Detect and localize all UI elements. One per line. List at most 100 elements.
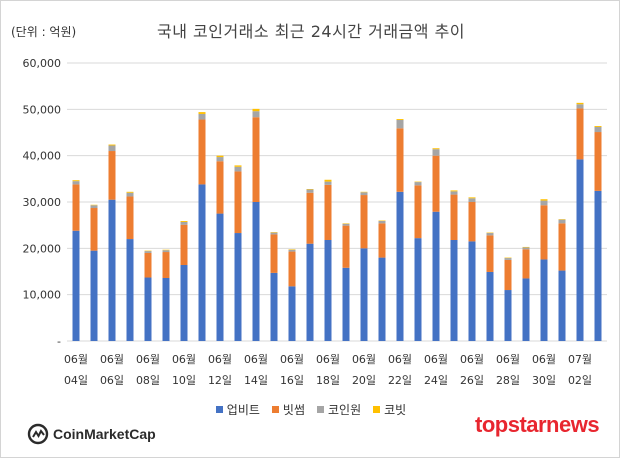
bar-segment bbox=[72, 184, 80, 231]
bar-segment bbox=[144, 252, 152, 278]
bar-segment bbox=[108, 199, 116, 341]
x-tick-label-day: 20일 bbox=[352, 373, 376, 387]
bar-segment bbox=[216, 157, 224, 162]
bar-segment bbox=[72, 180, 80, 182]
y-tick-label: 50,000 bbox=[23, 103, 62, 116]
chart-legend: 업비트 빗썸 코인원 코빗 bbox=[1, 401, 620, 418]
bar-segment bbox=[72, 230, 80, 341]
bar-segment bbox=[162, 277, 170, 341]
bar-segment bbox=[594, 190, 602, 341]
x-tick-label-day: 02일 bbox=[568, 373, 592, 387]
legend-swatch bbox=[271, 406, 279, 413]
bar-segment bbox=[450, 190, 458, 192]
x-tick-label-day: 24일 bbox=[424, 373, 448, 387]
bar-segment bbox=[126, 191, 134, 193]
bar-segment bbox=[180, 224, 188, 266]
bar-segment bbox=[576, 104, 584, 109]
bar-segment bbox=[198, 113, 206, 120]
bar-segment bbox=[486, 271, 494, 341]
legend-item: 코빗 bbox=[373, 401, 406, 418]
bar-segment bbox=[324, 184, 332, 240]
bar-segment bbox=[414, 238, 422, 341]
x-tick-label-day: 28일 bbox=[496, 373, 520, 387]
bar-segment bbox=[558, 219, 566, 224]
bar-segment bbox=[306, 243, 314, 341]
bar-segment bbox=[252, 111, 260, 118]
bar-segment bbox=[72, 181, 80, 185]
bar-segment bbox=[162, 252, 170, 278]
x-tick-label-month: 06월 bbox=[172, 353, 196, 366]
x-tick-label-month: 07월 bbox=[568, 353, 592, 366]
bar-segment bbox=[540, 199, 548, 201]
legend-swatch bbox=[215, 406, 223, 413]
bar-segment bbox=[360, 195, 368, 249]
bar-segment bbox=[468, 241, 476, 341]
x-tick-label-day: 08일 bbox=[136, 373, 160, 387]
bar-segment bbox=[180, 221, 188, 225]
bar-segment bbox=[126, 192, 134, 197]
x-tick-label-day: 06일 bbox=[100, 373, 124, 387]
bar-segment bbox=[594, 126, 602, 127]
bar-segment bbox=[522, 278, 530, 341]
bar-segment bbox=[180, 221, 188, 222]
bar-segment bbox=[162, 250, 170, 253]
bar-segment bbox=[594, 132, 602, 191]
bar-segment bbox=[252, 108, 260, 112]
legend-label: 업비트 bbox=[226, 403, 260, 417]
bar-segment bbox=[360, 248, 368, 341]
legend-label: 코인원 bbox=[328, 403, 362, 417]
bar-segment bbox=[324, 181, 332, 185]
x-tick-label-month: 06월 bbox=[424, 353, 448, 366]
bar-segment bbox=[108, 144, 116, 146]
x-tick-label-month: 06월 bbox=[64, 353, 88, 366]
bar-segment bbox=[108, 151, 116, 200]
bar-segment bbox=[504, 259, 512, 291]
x-tick-label-day: 10일 bbox=[172, 373, 196, 387]
bar-segment bbox=[252, 117, 260, 202]
y-tick-label: 10,000 bbox=[23, 289, 62, 302]
x-tick-label-day: 14일 bbox=[244, 373, 268, 387]
legend-label: 코빗 bbox=[384, 403, 407, 417]
bar-segment bbox=[198, 119, 206, 185]
bar-segment bbox=[360, 192, 368, 196]
bar-segment bbox=[216, 213, 224, 341]
x-tick-label-month: 06월 bbox=[460, 353, 484, 366]
bar-segment bbox=[468, 202, 476, 242]
bar-segment bbox=[342, 225, 350, 268]
x-tick-label-day: 12일 bbox=[208, 373, 232, 387]
bar-segment bbox=[414, 185, 422, 239]
y-tick-label: 20,000 bbox=[23, 242, 62, 255]
bar-segment bbox=[108, 145, 116, 152]
bar-segment bbox=[288, 249, 296, 252]
bar-segment bbox=[396, 119, 404, 120]
bar-segment bbox=[270, 272, 278, 341]
bar-segment bbox=[324, 179, 332, 182]
bar-segment bbox=[432, 149, 440, 156]
bar-segment bbox=[576, 159, 584, 341]
bar-segment bbox=[522, 247, 530, 250]
bar-segment bbox=[594, 126, 602, 133]
bar-segment bbox=[144, 251, 152, 253]
bar-segment bbox=[306, 192, 314, 244]
topstarnews-logo: topstarnews bbox=[475, 412, 600, 437]
bar-segment bbox=[90, 250, 98, 341]
bar-segment bbox=[198, 112, 206, 114]
chart-title: 국내 코인거래소 최근 24시간 거래금액 추이 bbox=[156, 22, 466, 41]
x-tick-label-month: 06월 bbox=[244, 353, 268, 366]
legend-swatch bbox=[373, 406, 381, 413]
unit-label: (단위 : 억원) bbox=[11, 25, 77, 39]
x-tick-label-month: 06월 bbox=[388, 353, 412, 366]
bar-segment bbox=[306, 189, 314, 193]
bar-segment bbox=[414, 182, 422, 186]
legend-swatch bbox=[317, 406, 324, 413]
bar-segment bbox=[378, 221, 386, 224]
bar-segment bbox=[324, 239, 332, 341]
legend-item: 빗썸 bbox=[271, 401, 305, 418]
y-tick-label: 30,000 bbox=[23, 196, 62, 209]
bar-segment bbox=[198, 184, 206, 341]
bar-segment bbox=[540, 205, 548, 260]
bar-segment bbox=[450, 191, 458, 195]
y-tick-label: - bbox=[57, 335, 61, 348]
bar-segment bbox=[450, 194, 458, 240]
